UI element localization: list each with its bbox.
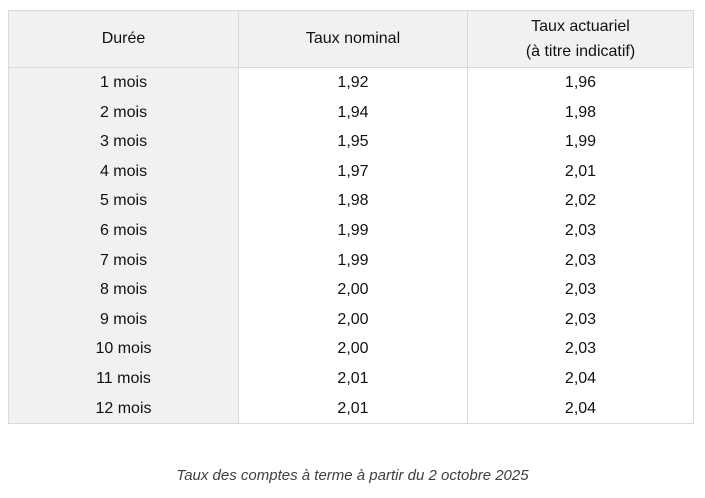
taux-actuariel-cell: 2,03 <box>467 215 694 246</box>
taux-nominal-cell: 2,00 <box>238 304 468 335</box>
taux-nominal-cell: 2,00 <box>238 275 468 305</box>
table-row: 9 mois 2,00 2,03 <box>8 304 694 335</box>
header-taux-nominal: Taux nominal <box>238 10 468 68</box>
taux-nominal-cell: 1,98 <box>238 186 468 216</box>
taux-actuariel-cell: 2,01 <box>467 156 694 187</box>
table-row: 5 mois 1,98 2,02 <box>8 186 694 216</box>
taux-actuariel-cell: 2,03 <box>467 275 694 305</box>
duree-cell: 6 mois <box>8 215 239 246</box>
header-taux-actuariel-line1: Taux actuariel <box>531 18 630 35</box>
table-row: 4 mois 1,97 2,01 <box>8 156 694 187</box>
taux-actuariel-cell: 2,03 <box>467 245 694 276</box>
taux-actuariel-cell: 1,96 <box>467 67 694 98</box>
header-duree: Durée <box>8 10 239 68</box>
taux-nominal-cell: 1,95 <box>238 127 468 157</box>
duree-cell: 7 mois <box>8 245 239 276</box>
duree-cell: 2 mois <box>8 97 239 128</box>
taux-actuariel-cell: 2,03 <box>467 304 694 335</box>
rates-table: Durée Taux nominal Taux actuariel (à tit… <box>8 10 694 425</box>
taux-nominal-cell: 2,00 <box>238 334 468 364</box>
taux-actuariel-cell: 2,04 <box>467 393 694 425</box>
table-row: 8 mois 2,00 2,03 <box>8 275 694 305</box>
duree-cell: 11 mois <box>8 363 239 394</box>
table-caption: Taux des comptes à terme à partir du 2 o… <box>176 467 529 484</box>
taux-actuariel-cell: 2,03 <box>467 334 694 364</box>
taux-nominal-cell: 1,97 <box>238 156 468 187</box>
duree-cell: 4 mois <box>8 156 239 187</box>
table-row: 12 mois 2,01 2,04 <box>8 393 694 425</box>
duree-cell: 3 mois <box>8 127 239 157</box>
taux-actuariel-cell: 1,99 <box>467 127 694 157</box>
table-row: 2 mois 1,94 1,98 <box>8 97 694 128</box>
taux-nominal-cell: 1,94 <box>238 97 468 128</box>
header-taux-actuariel-line2: (à titre indicatif) <box>525 43 636 60</box>
table-row: 1 mois 1,92 1,96 <box>8 67 694 98</box>
taux-nominal-cell: 1,99 <box>238 245 468 276</box>
table-row: 6 mois 1,99 2,03 <box>8 215 694 246</box>
header-taux-actuariel: Taux actuariel (à titre indicatif) <box>467 10 694 68</box>
duree-cell: 9 mois <box>8 304 239 335</box>
table-row: 10 mois 2,00 2,03 <box>8 334 694 364</box>
duree-cell: 12 mois <box>8 393 239 425</box>
table-body: 1 mois 1,92 1,96 2 mois 1,94 1,98 3 mois… <box>8 67 694 425</box>
taux-nominal-cell: 2,01 <box>238 393 468 425</box>
duree-cell: 1 mois <box>8 67 239 98</box>
taux-actuariel-cell: 2,04 <box>467 363 694 394</box>
taux-actuariel-cell: 2,02 <box>467 186 694 216</box>
duree-cell: 10 mois <box>8 334 239 364</box>
table-row: 11 mois 2,01 2,04 <box>8 363 694 394</box>
table-row: 7 mois 1,99 2,03 <box>8 245 694 276</box>
table-header: Durée Taux nominal Taux actuariel (à tit… <box>8 10 694 68</box>
taux-nominal-cell: 1,92 <box>238 67 468 98</box>
duree-cell: 8 mois <box>8 275 239 305</box>
taux-nominal-cell: 1,99 <box>238 215 468 246</box>
duree-cell: 5 mois <box>8 186 239 216</box>
taux-nominal-cell: 2,01 <box>238 363 468 394</box>
header-row: Durée Taux nominal Taux actuariel (à tit… <box>8 10 694 68</box>
table-row: 3 mois 1,95 1,99 <box>8 127 694 157</box>
taux-actuariel-cell: 1,98 <box>467 97 694 128</box>
